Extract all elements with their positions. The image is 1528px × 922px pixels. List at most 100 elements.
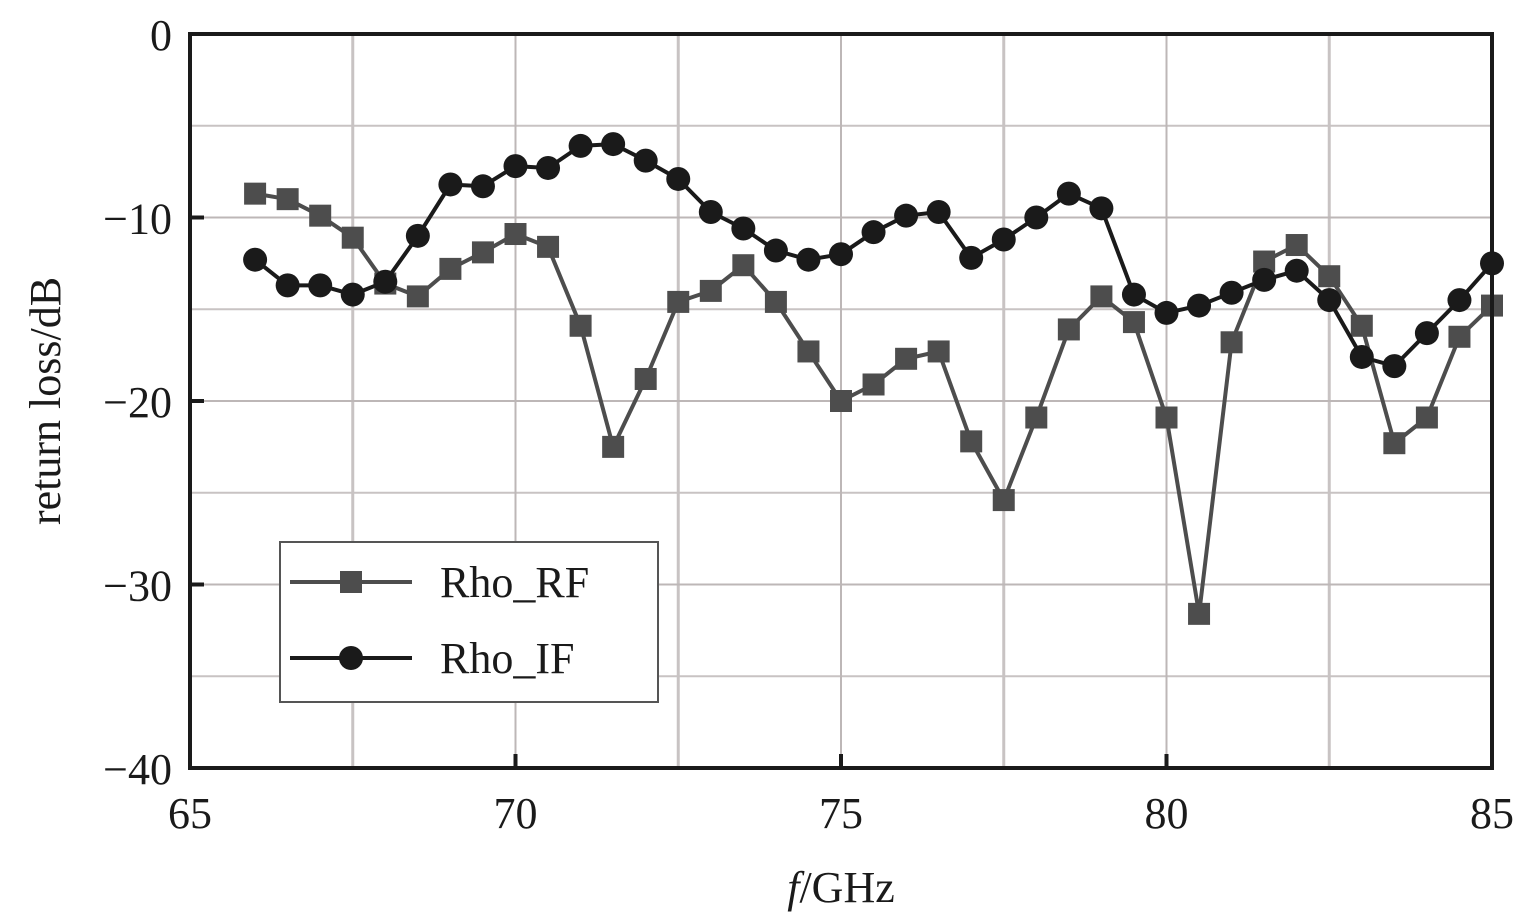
data-point-Rho_IF bbox=[243, 247, 268, 272]
data-point-Rho_RF bbox=[732, 254, 755, 277]
data-point-Rho_RF bbox=[1122, 311, 1145, 334]
data-point-Rho_RF bbox=[244, 182, 267, 205]
legend-label: Rho_IF bbox=[440, 634, 574, 683]
x-axis-title: f/GHz bbox=[787, 863, 895, 912]
data-point-Rho_RF bbox=[504, 223, 527, 246]
data-point-Rho_RF bbox=[992, 489, 1015, 512]
data-point-Rho_RF bbox=[699, 279, 722, 302]
data-point-Rho_RF bbox=[1350, 314, 1373, 337]
data-point-Rho_RF bbox=[797, 340, 820, 363]
legend: Rho_RF Rho_IF bbox=[279, 541, 659, 703]
data-point-Rho_IF bbox=[731, 216, 756, 241]
data-point-Rho_RF bbox=[960, 430, 983, 453]
data-point-Rho_RF bbox=[309, 204, 332, 227]
legend-entry-Rho_RF: Rho_RF bbox=[290, 558, 589, 607]
data-point-Rho_RF bbox=[602, 435, 625, 458]
data-point-Rho_RF bbox=[927, 340, 950, 363]
legend-box bbox=[279, 541, 659, 703]
data-point-Rho_IF bbox=[340, 282, 365, 307]
data-point-Rho_IF bbox=[1121, 282, 1146, 307]
data-point-Rho_IF bbox=[1219, 280, 1244, 305]
data-point-Rho_RF bbox=[634, 367, 657, 390]
data-point-Rho_RF bbox=[537, 235, 560, 258]
data-point-Rho_RF bbox=[1318, 265, 1341, 288]
data-point-Rho_RF bbox=[1285, 234, 1308, 257]
data-point-Rho_IF bbox=[1349, 344, 1374, 369]
data-point-Rho_RF bbox=[1057, 318, 1080, 341]
data-point-Rho_IF bbox=[894, 203, 919, 228]
legend-label: Rho_RF bbox=[440, 558, 589, 607]
data-point-Rho_IF bbox=[763, 238, 788, 263]
x-tick-label: 75 bbox=[819, 789, 863, 838]
y-tick-labels: 0 −10 −20 −30 −40 bbox=[103, 11, 172, 794]
data-point-Rho_RF bbox=[1155, 406, 1178, 429]
data-point-Rho_IF bbox=[308, 273, 333, 298]
x-tick-label: 70 bbox=[494, 789, 538, 838]
data-point-Rho_RF bbox=[341, 226, 364, 249]
data-point-Rho_IF bbox=[991, 227, 1016, 252]
y-tick-label: −30 bbox=[103, 562, 172, 611]
data-point-Rho_IF bbox=[601, 132, 626, 157]
data-point-Rho_IF bbox=[633, 148, 658, 173]
legend-entry-Rho_IF: Rho_IF bbox=[290, 634, 574, 683]
data-point-Rho_IF bbox=[1187, 293, 1212, 318]
data-point-Rho_RF bbox=[764, 290, 787, 313]
x-axis-title-rest: /GHz bbox=[799, 863, 894, 912]
data-point-Rho_RF bbox=[1090, 285, 1113, 308]
data-point-Rho_RF bbox=[830, 390, 852, 412]
data-point-Rho_IF bbox=[1252, 267, 1277, 292]
data-point-Rho_RF bbox=[1025, 406, 1048, 429]
data-point-Rho_IF bbox=[829, 242, 853, 267]
data-point-Rho_IF bbox=[405, 223, 430, 248]
data-point-Rho_IF bbox=[1447, 288, 1472, 313]
y-tick-label: −10 bbox=[103, 195, 172, 244]
data-point-Rho_RF bbox=[569, 314, 592, 337]
data-point-Rho_IF bbox=[1414, 321, 1439, 346]
data-point-Rho_RF bbox=[1220, 331, 1243, 354]
data-point-Rho_IF bbox=[698, 199, 723, 224]
data-point-Rho_IF bbox=[373, 269, 398, 294]
data-point-Rho_RF bbox=[862, 373, 885, 396]
y-axis-title: return loss/dB bbox=[21, 277, 70, 525]
data-point-Rho_RF bbox=[276, 188, 299, 211]
data-point-Rho_RF bbox=[1253, 250, 1276, 273]
tick-marks bbox=[188, 32, 1494, 770]
x-tick-label: 65 bbox=[168, 789, 212, 838]
legend-marker bbox=[340, 571, 362, 593]
data-point-Rho_IF bbox=[275, 273, 300, 298]
data-point-Rho_IF bbox=[1382, 354, 1407, 379]
data-point-Rho_IF bbox=[503, 154, 528, 179]
series-Rho_RF bbox=[244, 182, 1503, 625]
x-tick-label: 80 bbox=[1145, 789, 1189, 838]
data-point-Rho_RF bbox=[895, 347, 918, 370]
x-tick-labels: 65 70 75 80 85 bbox=[168, 789, 1514, 838]
series-Rho_IF bbox=[243, 132, 1504, 379]
data-point-Rho_IF bbox=[666, 166, 691, 191]
data-point-Rho_IF bbox=[536, 155, 561, 180]
data-point-Rho_IF bbox=[796, 247, 821, 272]
data-point-Rho_RF bbox=[406, 285, 429, 308]
data-point-Rho_IF bbox=[1089, 196, 1114, 221]
data-point-Rho_RF bbox=[1415, 406, 1438, 429]
data-point-Rho_RF bbox=[1383, 432, 1406, 455]
data-point-Rho_IF bbox=[959, 245, 984, 270]
data-point-Rho_IF bbox=[1154, 300, 1179, 325]
data-point-Rho_RF bbox=[1188, 602, 1211, 625]
data-point-Rho_RF bbox=[471, 241, 494, 264]
data-point-Rho_IF bbox=[438, 172, 463, 197]
y-tick-label: −40 bbox=[103, 745, 172, 794]
data-point-Rho_IF bbox=[1317, 288, 1342, 313]
data-point-Rho_IF bbox=[470, 174, 495, 199]
data-point-Rho_IF bbox=[1284, 258, 1309, 283]
data-point-Rho_RF bbox=[1448, 325, 1471, 348]
legend-marker bbox=[339, 646, 363, 670]
data-point-Rho_IF bbox=[861, 220, 886, 245]
data-point-Rho_IF bbox=[568, 133, 593, 158]
x-tick-label: 85 bbox=[1470, 789, 1514, 838]
y-tick-label: 0 bbox=[150, 11, 172, 60]
legend-entries: Rho_RF Rho_IF bbox=[290, 558, 589, 683]
data-point-Rho_IF bbox=[1024, 205, 1049, 230]
data-point-Rho_RF bbox=[439, 257, 462, 280]
data-point-Rho_IF bbox=[926, 199, 951, 224]
